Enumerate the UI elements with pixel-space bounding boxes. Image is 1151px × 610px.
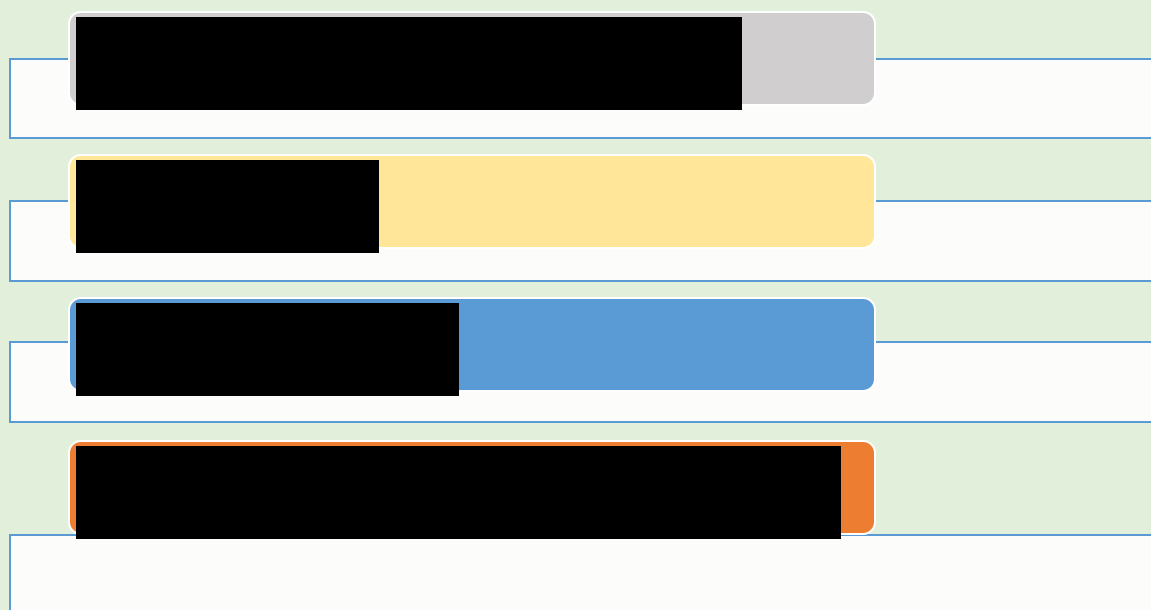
redaction [76,446,841,539]
redaction [76,303,459,396]
redaction [76,17,742,110]
redaction [76,160,379,253]
list-strip [9,534,1151,610]
